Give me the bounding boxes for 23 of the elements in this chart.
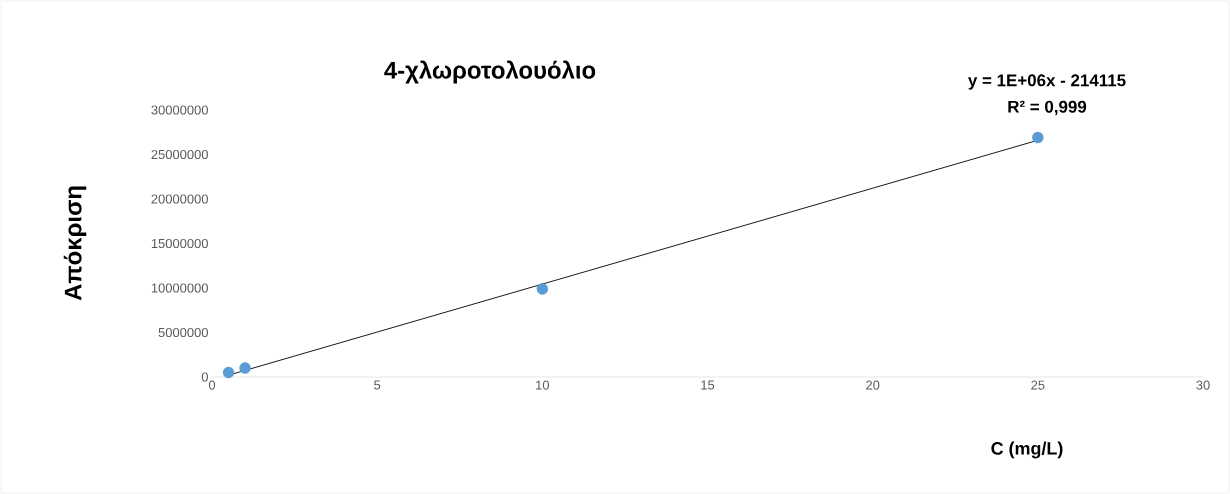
text: y = 1E+06x - 214115 xyxy=(968,74,1126,90)
x-tick-label: 25 xyxy=(1031,380,1045,390)
y-tick-label: 25000000 xyxy=(151,149,208,160)
y-tick-label: 10000000 xyxy=(151,283,208,293)
x-tick-label: 5 xyxy=(374,380,381,390)
point xyxy=(239,362,251,374)
x-tick-label: 15 xyxy=(701,380,715,390)
y-axis-title: Απόκριση xyxy=(63,186,87,301)
y-tick-label: 20000000 xyxy=(151,194,208,204)
y-tick-label: 0 xyxy=(201,372,208,382)
annotation: R² = 0,999 xyxy=(1008,100,1087,116)
x-axis-title: C (mg/L) xyxy=(991,441,1063,459)
x-tick-label: 20 xyxy=(866,380,880,390)
point xyxy=(222,366,235,379)
y-tick-label: 5000000 xyxy=(158,327,208,338)
point xyxy=(1032,131,1044,144)
x-tick-label: 30 xyxy=(1196,380,1210,390)
chart-title: 4-χλωροτολουόλιο xyxy=(384,60,596,84)
y-tick-label: 30000000 xyxy=(151,105,208,115)
point xyxy=(536,283,549,295)
x-tick-label: 0 xyxy=(208,380,216,390)
y-tick-label: 15000000 xyxy=(151,238,208,249)
x-tick-label: 10 xyxy=(536,380,550,390)
